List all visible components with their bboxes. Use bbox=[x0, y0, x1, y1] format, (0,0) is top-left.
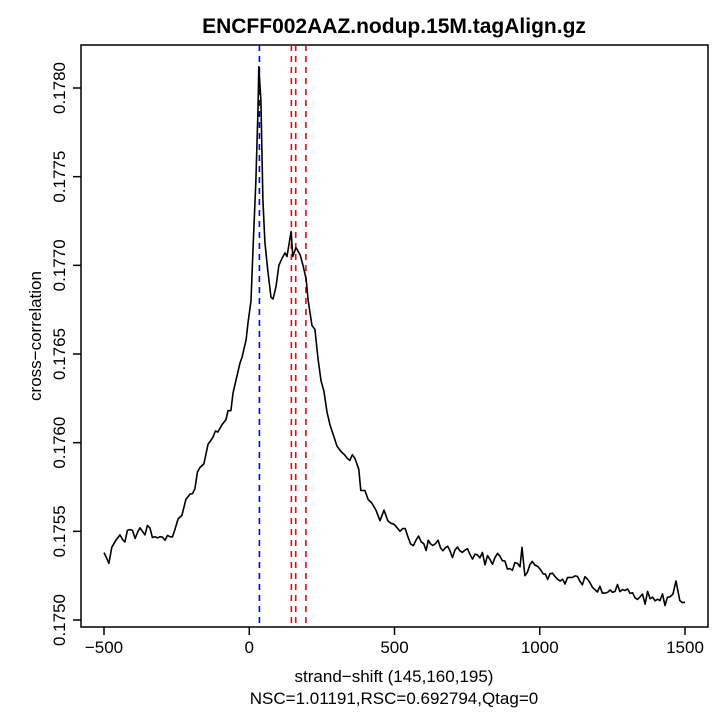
y-axis: 0.1750 0.1755 0.1760 0.1765 0.1770 0.1775 0.17… bbox=[50, 62, 81, 646]
y-tick-label: 0.1755 bbox=[50, 505, 69, 557]
y-tick-label: 0.1750 bbox=[50, 594, 69, 646]
x-tick-label: 1500 bbox=[666, 638, 704, 657]
y-tick-label: 0.1780 bbox=[50, 62, 69, 114]
vertical-marker-lines bbox=[258, 45, 307, 627]
series-line bbox=[103, 65, 686, 607]
chart-title: ENCFF002AAZ.nodup.15M.tagAlign.gz bbox=[202, 15, 586, 38]
x-tick-label: 0 bbox=[245, 638, 254, 657]
x-tick-label: −500 bbox=[85, 638, 123, 657]
x-axis: −500 0 500 1000 1500 bbox=[85, 627, 704, 657]
series-group bbox=[103, 65, 686, 607]
x-tick-label: 500 bbox=[380, 638, 408, 657]
x-axis-label: strand−shift (145,160,195) bbox=[295, 667, 494, 686]
chart-subtitle: NSC=1.01191,RSC=0.692794,Qtag=0 bbox=[250, 689, 538, 708]
y-tick-label: 0.1760 bbox=[50, 417, 69, 469]
plot-frame bbox=[80, 44, 709, 628]
y-tick-label: 0.1775 bbox=[50, 151, 69, 203]
x-tick-label: 1000 bbox=[521, 638, 559, 657]
y-tick-label: 0.1770 bbox=[50, 239, 69, 291]
y-axis-label: cross−correlation bbox=[26, 271, 45, 401]
y-tick-label: 0.1765 bbox=[50, 328, 69, 380]
